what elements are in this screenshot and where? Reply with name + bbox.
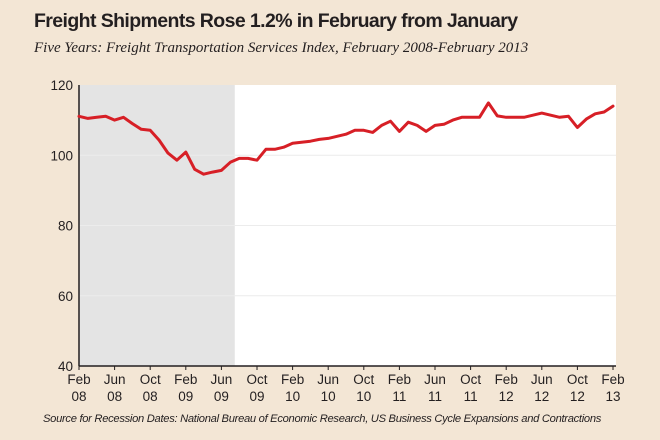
- x-tick-label-year: 10: [356, 389, 371, 404]
- axes: [78, 85, 616, 367]
- x-tick-label-year: 13: [605, 389, 620, 404]
- y-tick-label: 100: [50, 148, 73, 163]
- x-tick-label-month: Jun: [317, 372, 339, 387]
- chart-subtitle: Five Years: Freight Transportation Servi…: [34, 40, 529, 56]
- x-tick-label-year: 11: [392, 389, 406, 404]
- x-tick-label-year: 12: [534, 389, 549, 404]
- x-tick-label-year: 10: [321, 389, 336, 404]
- x-tick-label-month: Jun: [531, 372, 553, 387]
- series-group: [77, 101, 615, 176]
- x-tick-label-month: Feb: [388, 372, 411, 387]
- x-tick-label-month: Jun: [104, 372, 126, 387]
- x-tick-label-year: 08: [143, 389, 158, 404]
- x-tick-label-month: Oct: [460, 372, 481, 387]
- x-tick-label-month: Feb: [174, 372, 197, 387]
- x-tick-label-month: Feb: [281, 372, 304, 387]
- x-tick-label-year: 09: [178, 389, 193, 404]
- x-tick-label-month: Jun: [424, 372, 446, 387]
- source-note: Source for Recession Dates: National Bur…: [43, 413, 602, 425]
- x-tick-label-year: 12: [570, 389, 585, 404]
- y-tick-label: 60: [58, 289, 73, 304]
- y-tick-label: 40: [58, 359, 73, 374]
- x-axis-ticks: Feb 08 Jun 08 Oct 08 Feb 09 Jun 09 Oct 09 Feb 10 Jun 10…: [67, 366, 625, 404]
- x-tick-label-year: 10: [285, 389, 300, 404]
- x-tick-label-year: 08: [107, 389, 122, 404]
- y-axis-ticks: 120 100 80 60 40: [50, 78, 73, 374]
- x-tick-label-month: Feb: [495, 372, 518, 387]
- y-tick-label: 120: [50, 78, 73, 93]
- y-tick-label: 80: [58, 219, 73, 234]
- x-tick-label-year: 11: [428, 389, 442, 404]
- x-tick-label-year: 09: [214, 389, 229, 404]
- chart-title: Freight Shipments Rose 1.2% in February …: [34, 10, 518, 32]
- x-tick-label-year: 09: [249, 389, 264, 404]
- x-tick-label-year: 11: [464, 389, 478, 404]
- x-tick-label-month: Oct: [246, 372, 267, 387]
- x-tick-label-month: Jun: [211, 372, 233, 387]
- x-tick-label-year: 08: [71, 389, 86, 404]
- x-tick-label-month: Oct: [353, 372, 374, 387]
- x-tick-label-month: Oct: [567, 372, 588, 387]
- x-tick-label-year: 12: [499, 389, 514, 404]
- x-tick-label-month: Feb: [67, 372, 90, 387]
- x-tick-label-month: Oct: [140, 372, 161, 387]
- x-tick-label-month: Feb: [601, 372, 624, 387]
